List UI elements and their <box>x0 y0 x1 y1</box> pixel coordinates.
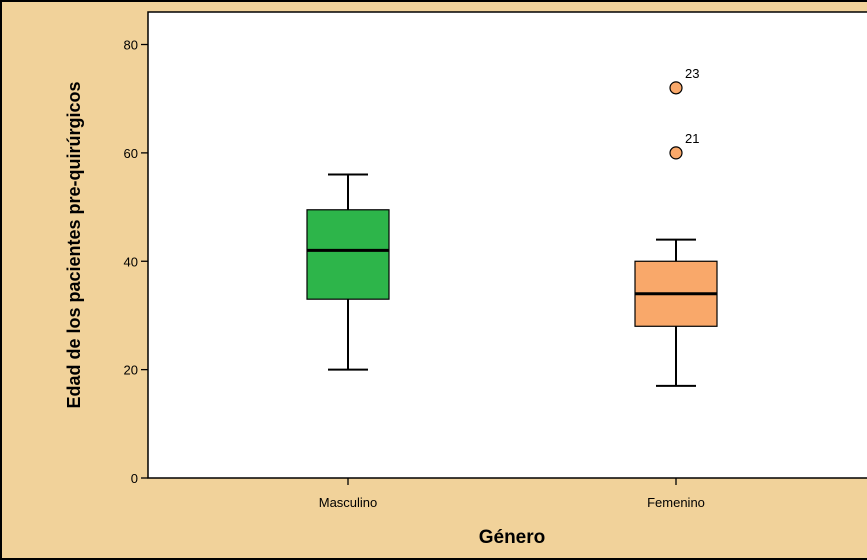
y-tick-label-4: 80 <box>124 38 138 53</box>
box-femenino: 23 21 <box>634 66 718 387</box>
y-tick-label-1: 20 <box>124 363 138 378</box>
outlier-point-1 <box>669 146 683 160</box>
outlier-point-0 <box>669 81 683 95</box>
outlier-label-1: 21 <box>685 131 699 146</box>
x-axis: Masculino Femenino <box>319 478 705 510</box>
y-tick-label-3: 60 <box>124 146 138 161</box>
box-series: 23 21 <box>306 66 718 387</box>
box-masculino <box>306 173 390 371</box>
y-tick-label-2: 40 <box>124 254 138 269</box>
plot-area <box>147 11 867 479</box>
x-tick-label-1: Femenino <box>647 495 705 510</box>
y-axis-title: Edad de los pacientes pre-quirúrgicos <box>64 81 84 408</box>
x-axis-title: Género <box>479 527 546 548</box>
x-tick-label-0: Masculino <box>319 495 378 510</box>
outlier-label-0: 23 <box>685 66 699 81</box>
y-tick-label-0: 0 <box>131 471 138 486</box>
iqr-box <box>306 209 390 300</box>
y-axis: 0 20 40 60 80 <box>124 38 148 486</box>
